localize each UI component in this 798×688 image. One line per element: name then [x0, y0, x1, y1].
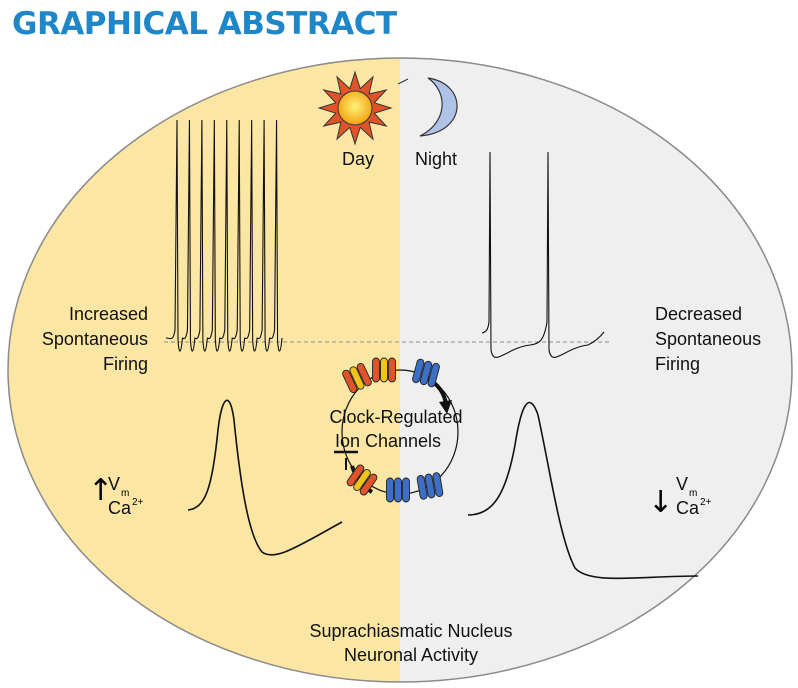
footer-line1: Suprachiasmatic Nucleus [309, 621, 512, 641]
down-arrow-icon: ↓ [648, 485, 673, 520]
day-label: Day [342, 149, 374, 169]
graphical-abstract-title: GRAPHICAL ABSTRACT [12, 6, 397, 42]
ion-channel-clock-cycle [334, 357, 459, 503]
ion-channel-blue-top [412, 358, 440, 388]
vm-subscript-left: m [121, 488, 129, 499]
night-label: Night [415, 149, 457, 169]
sun-icon [317, 70, 393, 146]
right-vm-ca-indicator: ↓ V m Ca 2+ [648, 474, 712, 520]
night-action-potential-waveform [467, 401, 699, 580]
decreased-label: Decreased [655, 304, 742, 324]
increased-label: Increased [69, 304, 148, 324]
ion-channel-red-top-2 [372, 357, 396, 383]
firing-label-right: Firing [655, 354, 700, 374]
vm-subscript-right: m [689, 488, 697, 499]
ca-superscript-right: 2+ [700, 497, 712, 508]
ion-channel-blue-bottom-2 [416, 472, 444, 500]
ion-channel-red-bottom [346, 464, 378, 496]
day-spike-train [165, 119, 283, 352]
up-arrow-icon: ↑ [88, 473, 113, 508]
ion-channels-label: Ion Channels [335, 431, 441, 451]
vm-label-right: V [676, 474, 688, 494]
ion-channel-red-top [342, 362, 372, 394]
ca-label-right: Ca [676, 498, 700, 518]
firing-label-left: Firing [103, 354, 148, 374]
ca-superscript-left: 2+ [132, 497, 144, 508]
day-half-background [7, 57, 400, 683]
clock-regulated-label: Clock-Regulated [329, 407, 462, 427]
ion-channel-blue-bottom [386, 477, 410, 503]
spontaneous-label-left: Spontaneous [42, 329, 148, 349]
ca-label-left: Ca [108, 498, 132, 518]
left-vm-ca-indicator: ↑ V m Ca 2+ [88, 473, 144, 518]
day-action-potential-waveform [187, 399, 343, 556]
vm-label-left: V [108, 474, 120, 494]
night-half-background [400, 57, 793, 683]
footer-line2: Neuronal Activity [344, 645, 478, 665]
night-spike-train [481, 151, 605, 358]
moon-icon [419, 77, 458, 137]
spontaneous-label-right: Spontaneous [655, 329, 761, 349]
